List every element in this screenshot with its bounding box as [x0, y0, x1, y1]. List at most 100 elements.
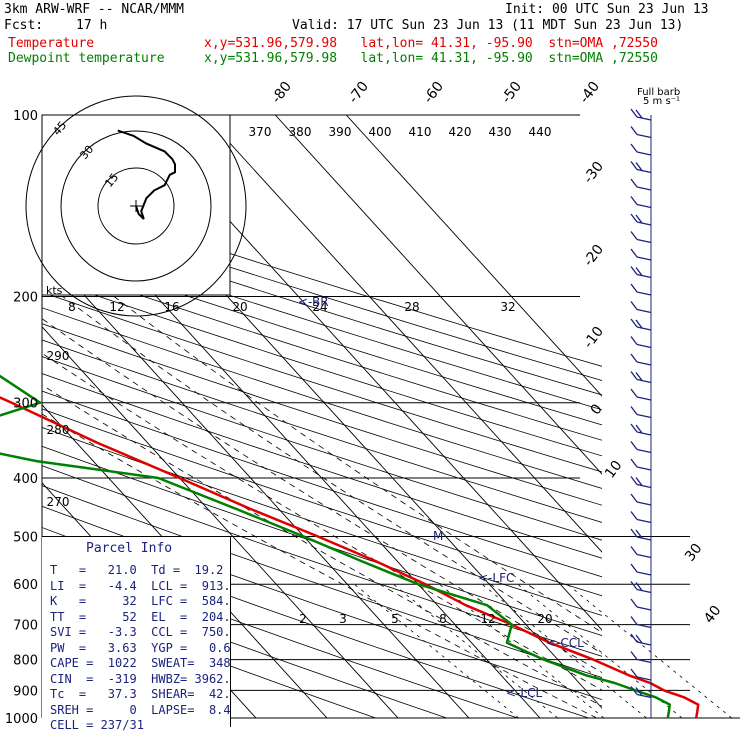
theta-label: 440 — [529, 125, 552, 139]
wind-barb — [636, 186, 652, 191]
wind-barb — [635, 582, 643, 591]
wind-barb — [636, 431, 652, 436]
dry-adiabat — [42, 465, 602, 657]
wind-barb — [630, 546, 638, 555]
wind-barb — [635, 529, 643, 539]
isotherm-line — [42, 248, 470, 718]
wind-barb — [636, 676, 652, 681]
theta-side-label: 290 — [47, 349, 70, 363]
parcel-info-row: TT = 52 EL = 204. — [50, 609, 231, 624]
parcel-info-row: K = 32 LFC = 584. — [50, 594, 231, 608]
dewpoint-curve — [0, 374, 672, 719]
dry-adiabat — [42, 595, 376, 718]
hodograph-speed-label: 12 — [109, 300, 124, 314]
isotherm-label: 40 — [701, 603, 725, 627]
wind-barb — [636, 466, 652, 471]
wind-barb — [630, 283, 638, 293]
mixing-ratio-label: 2 — [299, 612, 307, 626]
wind-barb — [636, 658, 652, 664]
wind-barb — [630, 161, 638, 170]
dry-adiabat — [42, 485, 602, 678]
dewpoint-legend: Dewpoint temperature — [8, 51, 165, 66]
hodograph-trace — [117, 129, 176, 220]
dewpoint-location: x,y=531.96,579.98 lat,lon= 41.31, -95.90… — [204, 51, 658, 66]
wind-barb — [635, 372, 643, 381]
wind-barb — [636, 291, 652, 296]
wind-barb — [636, 116, 652, 121]
wind-barb — [635, 477, 643, 486]
parcel-info-row: T = 21.0 Td = 19.2 — [50, 563, 224, 577]
parcel-info-row: SREH = 0 LAPSE= 8.4 — [50, 702, 231, 717]
wind-barb — [630, 511, 638, 520]
wind-barb — [630, 196, 638, 205]
wind-barb — [635, 687, 643, 696]
pressure-label: 400 — [13, 472, 38, 487]
hodograph-ring — [60, 130, 212, 282]
wind-barb — [630, 388, 638, 398]
mixing-ratio-line — [567, 583, 732, 719]
isotherm-label: -40 — [577, 79, 604, 107]
wind-barb — [630, 406, 638, 415]
pressure-label: 600 — [13, 578, 38, 593]
hodograph-speed-label: 28 — [404, 300, 419, 314]
wind-barb — [630, 441, 638, 450]
dry-adiabat — [42, 205, 602, 381]
mixing-ratio-label: 12 — [480, 612, 495, 626]
wind-barb — [636, 343, 652, 349]
wind-barb — [636, 151, 652, 156]
dry-adiabat — [42, 339, 602, 523]
mixing-ratio-label: 8 — [439, 612, 447, 626]
pressure-label: 800 — [13, 654, 38, 669]
wind-barb — [635, 319, 643, 329]
dry-adiabat — [42, 191, 602, 367]
isotherm-label: -70 — [346, 79, 373, 107]
wind-barb — [630, 213, 638, 223]
wind-barb — [630, 266, 638, 275]
theta-side-label: 270 — [47, 495, 70, 509]
mixing-ratio-label: 20 — [537, 612, 552, 626]
wind-barb — [630, 126, 638, 135]
isotherm-label: 30 — [682, 541, 706, 565]
theta-label: 420 — [449, 125, 472, 139]
wind-barb — [636, 378, 652, 384]
wind-barb — [630, 143, 638, 153]
theta-label: 390 — [329, 125, 352, 139]
moist-adiabat — [62, 296, 602, 654]
wind-barbs — [630, 108, 652, 718]
isotherm-line — [345, 115, 602, 397]
isotherm-label: -50 — [499, 79, 526, 107]
init-time: Init: 00 UTC Sun 23 Jun 13 — [505, 2, 709, 17]
dry-adiabat — [42, 390, 602, 578]
wind-barb — [636, 553, 652, 559]
parcel-level-label: M — [433, 529, 443, 543]
moist-adiabat — [42, 413, 597, 718]
isotherm-label: -20 — [581, 242, 608, 270]
parcel-info-title: Parcel Info — [86, 541, 173, 556]
wind-barb — [636, 588, 652, 594]
pressure-label: 1000 — [5, 712, 38, 727]
forecast-hour: 17 h — [76, 18, 108, 33]
wind-barb — [635, 424, 643, 434]
wind-barb — [636, 693, 652, 699]
temperature-curve — [0, 396, 700, 719]
parcel-info-row: PW = 3.63 YGP = 0.6 — [50, 640, 231, 655]
full-barb-label: Full barb — [637, 87, 680, 98]
dry-adiabat — [42, 261, 602, 441]
temperature-legend: Temperature — [8, 36, 95, 51]
parcel-info-row: SVI = -3.3 CCL = 750. — [50, 625, 231, 639]
wind-barb — [636, 308, 652, 314]
forecast-label: Fcst: — [4, 18, 44, 33]
isotherm-label: 10 — [602, 458, 626, 482]
parcel-level-label: <-LCL — [506, 686, 542, 700]
mixing-ratio-line — [517, 583, 683, 719]
moist-adiabat — [42, 384, 602, 707]
wind-barb — [635, 634, 643, 644]
hodograph-speed-label: 20 — [232, 300, 247, 314]
dry-adiabat — [42, 571, 447, 718]
isotherm-line — [42, 404, 328, 718]
dry-adiabat — [42, 219, 602, 396]
theta-side-label: 280 — [47, 423, 70, 437]
wind-barb — [630, 318, 638, 328]
valid-time: Valid: 17 UTC Sun 23 Jun 13 (11 MDT Sun … — [292, 18, 684, 33]
